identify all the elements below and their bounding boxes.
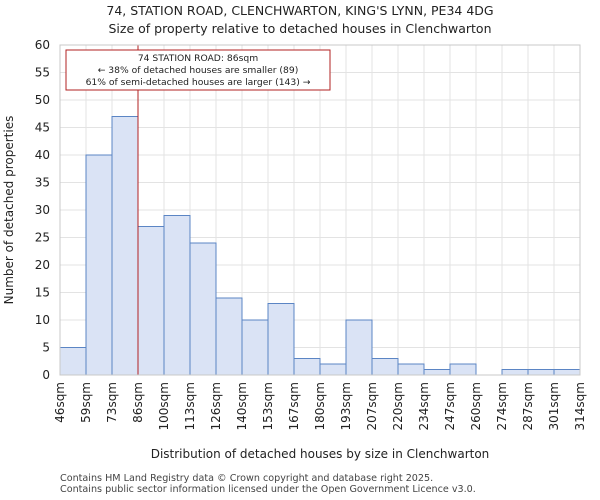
- x-axis-ticks: 46sqm 59sqm 73sqm 86sqm 100sqm 113sqm 126sqm 14…: [53, 382, 587, 430]
- x-tick-label: 113sqm: [183, 382, 197, 430]
- x-tick-label: 220sqm: [391, 382, 405, 430]
- bar-73sqm: [111, 116, 139, 376]
- footer-attribution: Contains HM Land Registry data © Crown c…: [60, 473, 476, 495]
- x-tick-label: 86sqm: [131, 382, 145, 423]
- y-tick-label: 25: [35, 231, 50, 245]
- y-axis-label: Number of detached properties: [2, 116, 16, 305]
- y-tick-label: 55: [35, 66, 50, 80]
- y-tick-label: 0: [42, 368, 50, 382]
- x-tick-label: 153sqm: [261, 382, 275, 430]
- x-tick-label: 260sqm: [469, 382, 483, 430]
- y-tick-label: 60: [35, 38, 50, 52]
- annotation-line-2: ← 38% of detached houses are smaller (89…: [98, 65, 299, 76]
- bar-207sqm: [371, 358, 399, 376]
- bar-180sqm: [319, 363, 347, 376]
- chart-subtitle: Size of property relative to detached ho…: [108, 21, 491, 36]
- x-tick-label: 301sqm: [547, 382, 561, 430]
- bars: [59, 116, 581, 376]
- bar-167sqm: [293, 358, 321, 376]
- x-tick-label: 287sqm: [521, 382, 535, 430]
- x-tick-label: 207sqm: [365, 382, 379, 430]
- bar-126sqm: [215, 297, 243, 376]
- annotation-line-1: 74 STATION ROAD: 86sqm: [138, 53, 258, 64]
- y-tick-label: 5: [42, 341, 50, 355]
- bar-59sqm: [85, 154, 113, 376]
- x-tick-label: 193sqm: [339, 382, 353, 430]
- y-tick-label: 30: [35, 203, 50, 217]
- bar-193sqm: [345, 319, 373, 376]
- bar-86sqm: [137, 226, 165, 376]
- y-tick-label: 45: [35, 121, 50, 135]
- y-tick-label: 20: [35, 258, 50, 272]
- bar-274sqm: [501, 369, 529, 376]
- x-tick-label: 100sqm: [157, 382, 171, 430]
- bar-140sqm: [241, 319, 269, 376]
- x-tick-label: 73sqm: [105, 382, 119, 423]
- bar-113sqm: [189, 242, 217, 376]
- y-tick-label: 10: [35, 313, 50, 327]
- bar-247sqm: [449, 363, 477, 376]
- x-tick-label: 274sqm: [495, 382, 509, 430]
- annotation-box: 74 STATION ROAD: 86sqm ← 38% of detached…: [65, 49, 331, 91]
- y-tick-label: 15: [35, 286, 50, 300]
- bar-46sqm: [59, 347, 87, 376]
- x-tick-label: 59sqm: [79, 382, 93, 423]
- x-tick-label: 180sqm: [313, 382, 327, 430]
- footer-line-1: Contains HM Land Registry data © Crown c…: [60, 473, 434, 484]
- y-axis-ticks: 0 5 10 15 20 25 30 35 40 45 50 55 60: [35, 38, 50, 382]
- bar-220sqm: [397, 363, 425, 376]
- bar-301sqm: [553, 369, 581, 376]
- y-tick-label: 35: [35, 176, 50, 190]
- plot-frame: [59, 44, 581, 376]
- x-tick-label: 247sqm: [443, 382, 457, 430]
- bar-153sqm: [267, 303, 295, 376]
- x-tick-label: 126sqm: [209, 382, 223, 430]
- x-tick-label: 46sqm: [53, 382, 67, 423]
- chart-title: 74, STATION ROAD, CLENCHWARTON, KING'S L…: [106, 3, 493, 18]
- x-tick-label: 167sqm: [287, 382, 301, 430]
- bar-100sqm: [163, 215, 191, 376]
- annotation-frame: [65, 49, 331, 91]
- bar-287sqm: [527, 369, 555, 376]
- x-axis-label: Distribution of detached houses by size …: [151, 447, 490, 461]
- annotation-line-3: 61% of semi-detached houses are larger (…: [86, 77, 311, 88]
- footer-line-2: Contains public sector information licen…: [60, 484, 476, 495]
- bar-234sqm: [423, 369, 451, 376]
- y-tick-label: 40: [35, 148, 50, 162]
- y-tick-label: 50: [35, 93, 50, 107]
- x-tick-label: 234sqm: [417, 382, 431, 430]
- x-tick-label: 140sqm: [235, 382, 249, 430]
- x-tick-label: 314sqm: [573, 382, 587, 430]
